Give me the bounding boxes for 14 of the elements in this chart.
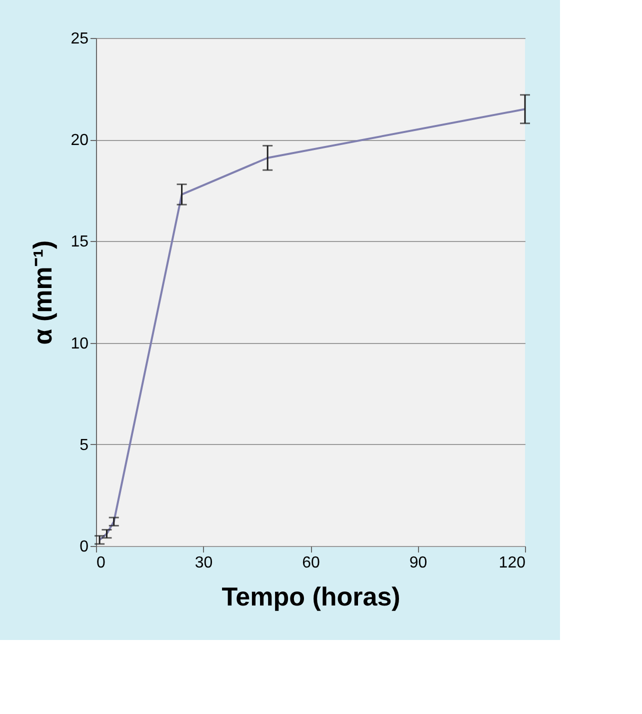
y-tick-label: 15 (70, 234, 89, 251)
x-axis-title: Tempo (horas) (222, 582, 400, 612)
y-tick-label: 5 (80, 436, 89, 454)
x-tick-label: 0 (96, 554, 106, 572)
y-tick-label: 20 (70, 132, 89, 150)
y-tick-label: 10 (70, 335, 89, 352)
y-axis-title: α (mm⁻¹) (28, 240, 58, 345)
x-tick-label: 60 (302, 554, 320, 572)
x-tick-label: 120 (498, 554, 526, 572)
x-tick-label: 30 (194, 554, 213, 572)
y-tick-label: 25 (70, 30, 89, 48)
line-series (98, 108, 526, 541)
x-tick-label: 90 (409, 554, 428, 572)
y-tick-label: 0 (80, 538, 89, 556)
